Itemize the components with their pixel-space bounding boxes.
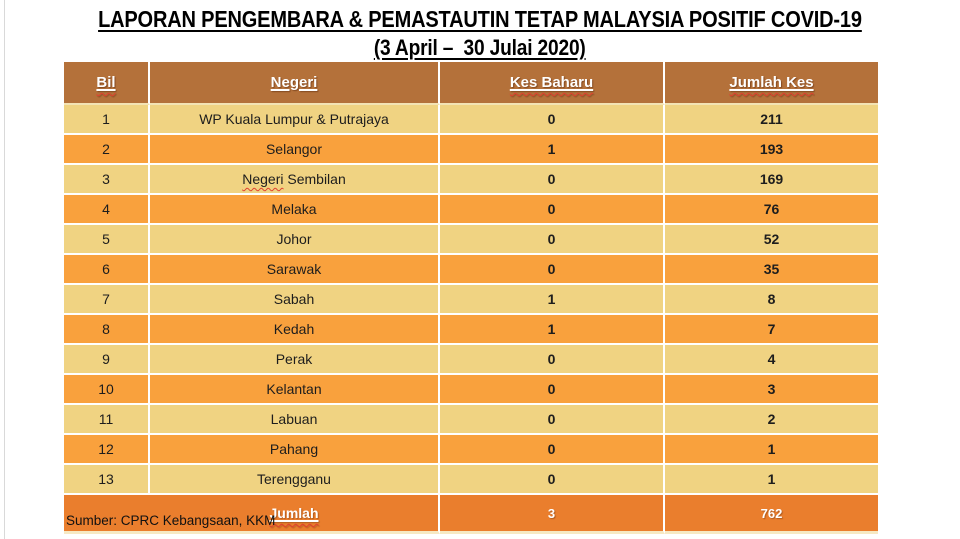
jumlah-kes-cell: 35 xyxy=(665,255,878,285)
kes-baharu-cell: 0 xyxy=(440,195,665,225)
bil-cell: 3 xyxy=(64,165,150,195)
negeri-cell: Johor xyxy=(150,225,440,255)
table-row: 4 Melaka 0 76 xyxy=(64,195,878,225)
column-header-kes-baharu: Kes Baharu xyxy=(440,62,665,105)
negeri-cell: Negeri Sembilan xyxy=(150,165,440,195)
table-row: 2 Selangor 1 193 xyxy=(64,135,878,165)
kes-baharu-cell: 1 xyxy=(440,135,665,165)
table-row: 11 Labuan 0 2 xyxy=(64,405,878,435)
jumlah-kes-cell: 7 xyxy=(665,315,878,345)
bil-cell: 4 xyxy=(64,195,150,225)
table-row: 7 Sabah 1 8 xyxy=(64,285,878,315)
negeri-cell: Perak xyxy=(150,345,440,375)
table-row: 13 Terengganu 0 1 xyxy=(64,465,878,495)
negeri-cell: Kelantan xyxy=(150,375,440,405)
header-row: Bil Negeri Kes Baharu Jumlah Kes xyxy=(64,62,878,105)
negeri-cell: Sabah xyxy=(150,285,440,315)
table-row: 12 Pahang 0 1 xyxy=(64,435,878,465)
bil-cell: 2 xyxy=(64,135,150,165)
table-row: 9 Perak 0 4 xyxy=(64,345,878,375)
title-line-2: (3 April – 30 Julai 2020) xyxy=(374,35,586,60)
bil-cell: 6 xyxy=(64,255,150,285)
slide-title: LAPORAN PENGEMBARA & PEMASTAUTIN TETAP M… xyxy=(0,5,960,62)
jumlah-kes-cell: 76 xyxy=(665,195,878,225)
bil-cell: 11 xyxy=(64,405,150,435)
slide-edge-line xyxy=(4,0,5,539)
kes-baharu-cell: 0 xyxy=(440,255,665,285)
table-row: 8 Kedah 1 7 xyxy=(64,315,878,345)
bil-cell: 1 xyxy=(64,105,150,135)
jumlah-kes-cell: 52 xyxy=(665,225,878,255)
table-row: 10 Kelantan 0 3 xyxy=(64,375,878,405)
bil-cell: 10 xyxy=(64,375,150,405)
source-note: Sumber: CPRC Kebangsaan, KKM xyxy=(66,513,276,528)
bil-cell: 8 xyxy=(64,315,150,345)
table-row: 3 Negeri Sembilan 0 169 xyxy=(64,165,878,195)
jumlah-kes-cell: 3 xyxy=(665,375,878,405)
negeri-cell: Pahang xyxy=(150,435,440,465)
covid-table: Bil Negeri Kes Baharu Jumlah Kes 1 WP Kuala … xyxy=(64,62,878,534)
jumlah-kes-cell: 193 xyxy=(665,135,878,165)
kes-baharu-cell: 0 xyxy=(440,465,665,495)
kes-baharu-cell: 1 xyxy=(440,315,665,345)
table-row: 6 Sarawak 0 35 xyxy=(64,255,878,285)
column-header-bil: Bil xyxy=(64,62,150,105)
negeri-cell: Sarawak xyxy=(150,255,440,285)
bil-cell: 13 xyxy=(64,465,150,495)
bil-cell: 9 xyxy=(64,345,150,375)
bil-cell: 12 xyxy=(64,435,150,465)
negeri-cell: Terengganu xyxy=(150,465,440,495)
negeri-cell: Kedah xyxy=(150,315,440,345)
total-label: Jumlah xyxy=(150,495,440,534)
negeri-cell: WP Kuala Lumpur & Putrajaya xyxy=(150,105,440,135)
table-row: 1 WP Kuala Lumpur & Putrajaya 0 211 xyxy=(64,105,878,135)
jumlah-kes-cell: 4 xyxy=(665,345,878,375)
table-body: 1 WP Kuala Lumpur & Putrajaya 0 211 2 Selango… xyxy=(64,105,878,495)
jumlah-kes-cell: 169 xyxy=(665,165,878,195)
total-kes-baharu: 3 xyxy=(440,495,665,534)
kes-baharu-cell: 0 xyxy=(440,225,665,255)
bil-cell: 5 xyxy=(64,225,150,255)
jumlah-kes-cell: 1 xyxy=(665,465,878,495)
negeri-cell: Labuan xyxy=(150,405,440,435)
kes-baharu-cell: 0 xyxy=(440,435,665,465)
negeri-cell: Melaka xyxy=(150,195,440,225)
bil-cell: 7 xyxy=(64,285,150,315)
jumlah-kes-cell: 211 xyxy=(665,105,878,135)
kes-baharu-cell: 0 xyxy=(440,375,665,405)
kes-baharu-cell: 0 xyxy=(440,345,665,375)
kes-baharu-cell: 0 xyxy=(440,165,665,195)
total-jumlah-kes: 762 xyxy=(665,495,878,534)
title-line-1: LAPORAN PENGEMBARA & PEMASTAUTIN TETAP M… xyxy=(98,6,862,32)
total-empty-cell xyxy=(64,495,150,534)
kes-baharu-cell: 0 xyxy=(440,405,665,435)
column-header-jumlah-kes: Jumlah Kes xyxy=(665,62,878,105)
total-row: Jumlah 3 762 xyxy=(64,495,878,534)
table-row: 5 Johor 0 52 xyxy=(64,225,878,255)
negeri-cell: Selangor xyxy=(150,135,440,165)
column-header-negeri: Negeri xyxy=(150,62,440,105)
kes-baharu-cell: 1 xyxy=(440,285,665,315)
kes-baharu-cell: 0 xyxy=(440,105,665,135)
jumlah-kes-cell: 2 xyxy=(665,405,878,435)
jumlah-kes-cell: 8 xyxy=(665,285,878,315)
jumlah-kes-cell: 1 xyxy=(665,435,878,465)
